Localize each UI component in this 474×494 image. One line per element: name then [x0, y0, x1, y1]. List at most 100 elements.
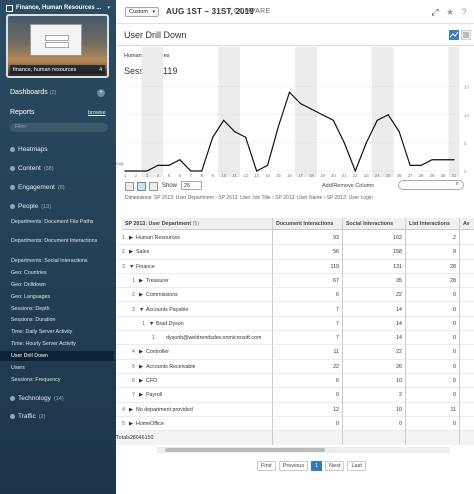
rows-per-page-select[interactable]: 25	[181, 181, 202, 190]
table-search-input[interactable]: ⌕	[398, 180, 464, 190]
date-range-label[interactable]: AUG 1ST – 31ST, 2019	[166, 7, 255, 16]
row-label: Treasurer	[146, 277, 169, 284]
table-row[interactable]: 2 ▶ Commissions 6 22 0	[116, 288, 474, 303]
dimensions-label: Dimensions:	[125, 195, 153, 201]
expand-arrow-icon[interactable]: ▶	[139, 363, 144, 370]
section-people[interactable]: People (13)	[10, 203, 51, 210]
table-row[interactable]: 1 ▼ Brad Dyson 7 14 0	[116, 317, 474, 332]
expand-arrow-icon[interactable]: ▼	[139, 306, 145, 313]
report-filter-input[interactable]: Filter	[10, 123, 108, 132]
help-icon[interactable]: ?	[461, 7, 467, 17]
chevron-down-icon[interactable]: ▾	[107, 5, 110, 11]
expand-arrow-icon[interactable]: ▼	[149, 320, 155, 327]
cell-document-interactions: 6	[336, 378, 339, 384]
table-row[interactable]: 2 ▶ Sales 56 158 9	[116, 245, 474, 260]
cell-list-interactions: 0	[453, 320, 456, 327]
report-item[interactable]: Departments: Document Interactions	[11, 238, 98, 244]
data-point	[310, 108, 313, 110]
data-point	[201, 170, 203, 172]
cell-social-interactions: 2	[399, 392, 402, 399]
cell-list-interactions: 0	[453, 392, 456, 399]
row-number: 3	[122, 263, 125, 270]
cell-document-interactions: 6	[336, 292, 339, 299]
browse-link[interactable]: browse	[88, 110, 106, 116]
section-traffic[interactable]: Traffic (2)	[10, 413, 45, 420]
previous-page-button[interactable]: Previous	[278, 461, 309, 471]
column-header-avg[interactable]: Av	[460, 218, 474, 230]
table-row[interactable]: 7 ▶ Payroll 0 2 0	[116, 388, 474, 403]
expand-arrow-icon[interactable]: ▶	[139, 392, 144, 399]
scrollbar-thumb[interactable]	[165, 448, 325, 452]
first-page-button[interactable]: First	[257, 461, 276, 471]
table-row[interactable]: 4 ▶ Controller 11 22 0	[116, 345, 474, 360]
table-row[interactable]: 4 ▶ No department provided 12 10 11	[116, 403, 474, 417]
expand-arrow-icon[interactable]: ▶	[139, 277, 144, 284]
section-technology[interactable]: Technology (14)	[10, 395, 64, 402]
fullscreen-icon[interactable]: ⤢	[431, 7, 439, 17]
report-item[interactable]: Time: Daily Server Activity	[11, 329, 73, 335]
grid-view-icon[interactable]	[125, 182, 134, 191]
column-header-department[interactable]: SP 2013: User Department (5)	[122, 218, 272, 230]
table-row[interactable]: 1 dysonb@webtrendsdev.onmicrosoft.com 7 14 0	[116, 331, 474, 346]
column-header-list[interactable]: List Interactions	[406, 218, 459, 230]
last-page-button[interactable]: Last	[347, 461, 366, 471]
data-point	[190, 170, 192, 172]
table-row[interactable]: 1 ▶ Treasurer 67 35 28	[116, 274, 474, 289]
list-view-icon[interactable]	[137, 182, 146, 191]
section-content[interactable]: Content (38)	[10, 165, 54, 172]
report-item[interactable]: Sessions: Frequency	[11, 377, 61, 383]
table-row[interactable]: 5 ▶ Accounts Receivable 22 26 0	[116, 360, 474, 374]
column-header-document[interactable]: Document Interactions	[273, 218, 342, 230]
expand-arrow-icon[interactable]: ▶	[139, 349, 144, 356]
expand-arrow-icon[interactable]: ▶	[129, 249, 134, 256]
report-item[interactable]: Departments: Social Interactions	[11, 258, 88, 264]
table-row[interactable]: 3 ▼ Finance 119 131 28	[116, 260, 474, 274]
table-row[interactable]: 1 ▶ Human Resources 93 162 2	[116, 231, 474, 246]
expand-arrow-icon[interactable]: ▼	[129, 263, 135, 270]
report-item[interactable]: Sessions: Depth	[11, 306, 50, 312]
show-label: Show	[162, 183, 178, 189]
expand-arrow-icon[interactable]: ▶	[129, 235, 134, 241]
table-row[interactable]: 3 ▼ Accounts Payable 7 14 0	[116, 303, 474, 317]
report-item[interactable]: Geo: Countries	[11, 270, 47, 276]
add-dashboard-icon[interactable]: +	[97, 89, 105, 97]
compare-link[interactable]: / COMPARE	[229, 8, 271, 15]
table-row[interactable]: 5 ▶ HomeOffice 0 0 0	[116, 417, 474, 432]
report-item[interactable]: Departments: Document File Paths	[11, 219, 94, 225]
date-range-select[interactable]: Custom	[125, 7, 159, 17]
column-divider	[405, 218, 406, 446]
dashboards-count: (2)	[49, 90, 57, 96]
add-remove-column-button[interactable]: Add/Remove Column	[322, 183, 375, 189]
page-title: User Drill Down	[124, 30, 187, 40]
site-selector[interactable]: Finance, Human Resources ... ▾	[6, 3, 110, 13]
section-engagement[interactable]: Engagement (6)	[10, 184, 65, 191]
page-1-button[interactable]: 1	[311, 461, 323, 471]
report-item[interactable]: Sessions: Duration	[11, 317, 56, 323]
pivot-view-icon[interactable]	[149, 182, 158, 191]
chart-view-icon[interactable]	[449, 30, 459, 40]
table-view-icon[interactable]	[461, 30, 471, 40]
expand-arrow-icon[interactable]: ▶	[139, 378, 144, 384]
row-number: 5	[132, 363, 135, 370]
section-label: Technology	[18, 395, 51, 402]
horizontal-scrollbar[interactable]	[157, 447, 450, 453]
dimensions-path[interactable]: SP 2013: User Department › SP 2013: User…	[153, 195, 373, 201]
report-item[interactable]: Time: Hourly Server Activity	[11, 341, 76, 347]
report-item[interactable]: Geo: Drilldown	[11, 282, 46, 288]
expand-arrow-icon[interactable]: ▶	[139, 292, 144, 299]
next-page-button[interactable]: Next	[325, 461, 345, 471]
chart-panel: Human Resources Sessions 119 15105012345…	[116, 47, 474, 179]
expand-arrow-icon[interactable]: ▶	[129, 420, 134, 427]
column-header-social[interactable]: Social Interactions	[343, 218, 405, 230]
report-item[interactable]: Geo: Languages	[11, 294, 51, 300]
table-row[interactable]: 6 ▶ CFO 6 10 0	[116, 374, 474, 389]
y-tick-label: 0	[464, 169, 467, 174]
section-heatmaps[interactable]: Heatmaps	[10, 146, 48, 153]
nav-dashboards[interactable]: Dashboards (2)	[10, 89, 56, 96]
expand-arrow-icon[interactable]: ▶	[129, 406, 134, 413]
star-icon[interactable]: ★	[445, 7, 455, 17]
report-item[interactable]: Users	[11, 365, 25, 371]
report-item-active[interactable]: User Drill Down	[0, 351, 114, 361]
data-point	[453, 159, 455, 161]
site-thumbnail[interactable]: finance, human resources 4	[6, 14, 109, 78]
